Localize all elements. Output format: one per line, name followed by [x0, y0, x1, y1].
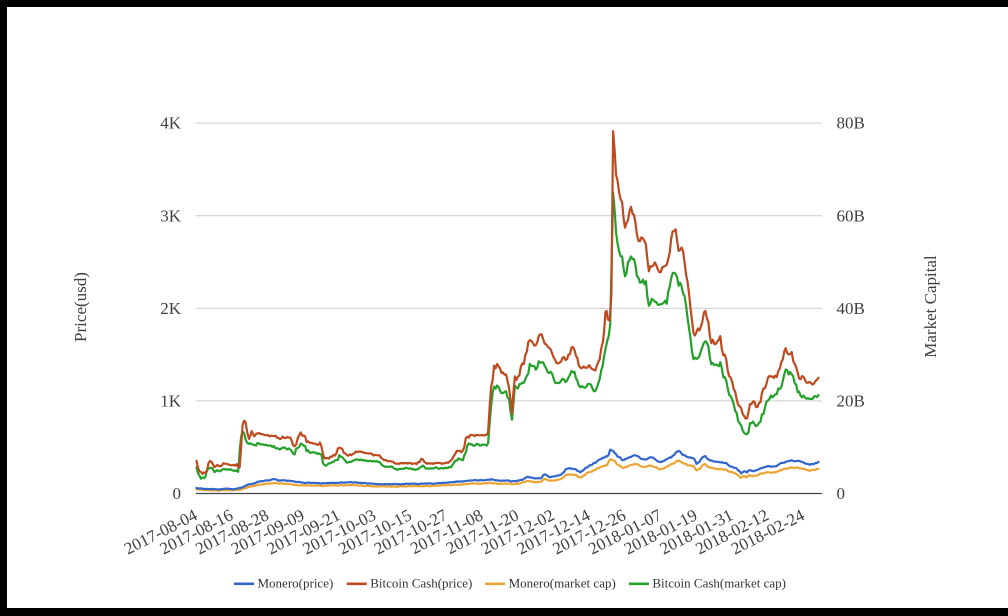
svg-text:4K: 4K — [160, 114, 182, 133]
svg-text:Monero(market cap): Monero(market cap) — [509, 576, 616, 591]
svg-text:Price(usd): Price(usd) — [71, 272, 90, 342]
svg-text:Monero(price): Monero(price) — [258, 576, 334, 591]
svg-text:20B: 20B — [837, 392, 865, 411]
svg-text:Bitcoin Cash(price): Bitcoin Cash(price) — [370, 576, 472, 591]
svg-text:2K: 2K — [160, 299, 182, 318]
svg-text:3K: 3K — [160, 206, 182, 225]
svg-text:0: 0 — [173, 484, 182, 503]
svg-text:60B: 60B — [837, 206, 865, 225]
svg-text:1K: 1K — [160, 392, 182, 411]
svg-text:80B: 80B — [837, 114, 865, 133]
svg-text:0: 0 — [837, 484, 846, 503]
svg-text:Bitcoin Cash(market cap): Bitcoin Cash(market cap) — [652, 576, 786, 591]
svg-text:Market Capital: Market Capital — [921, 255, 940, 358]
svg-text:40B: 40B — [837, 299, 865, 318]
